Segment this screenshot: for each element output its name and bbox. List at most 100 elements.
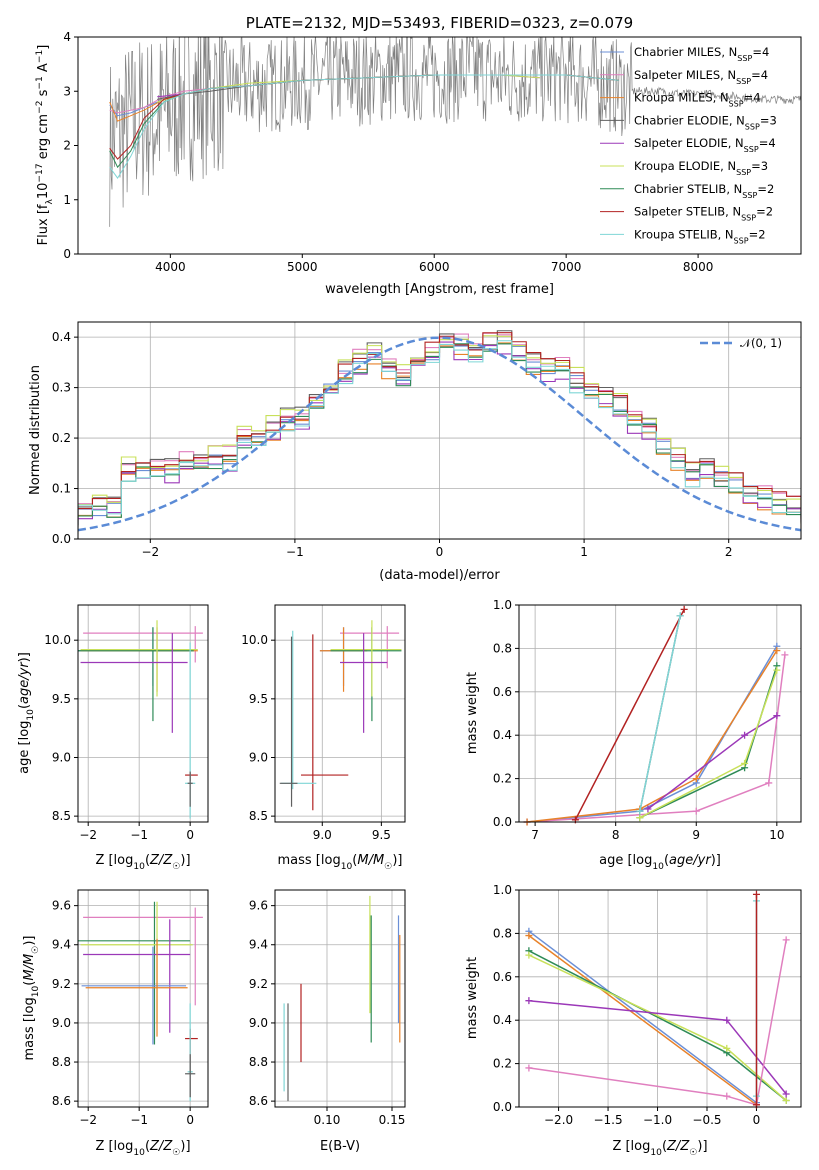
mass-weight-age-point [644,805,652,813]
y-tick-label: 0.8 [493,926,512,940]
mass-weight-vs-Z-x-axis-label: Z [log10(Z/Z☉)] [612,1139,707,1158]
x-tick-label: 7 [531,828,539,842]
mass-weight-vs-age-frame [518,604,802,823]
y-tick-label: 8.5 [52,809,71,823]
y-tick-label: 0 [63,247,71,261]
observed-spectrum-line [109,37,801,227]
mass-vs-Z-y-axis-label: mass [log10(M/M☉)] [22,936,41,1061]
mass-vs-Z-x-axis-label: Z [log10(Z/Z☉)] [95,1139,190,1158]
mass-weight-age-point [741,731,749,739]
residual-histogram-step [78,330,801,528]
mass-weight-Z-point [525,951,533,959]
residual-histogram-step [78,341,801,526]
legend-label: Salpeter ELODIE, NSSP=4 [634,136,776,154]
x-tick-label: −1 [130,1113,148,1127]
x-tick-label: 9.5 [372,828,391,842]
legend-label: 𝒩(0, 1) [740,336,782,350]
y-tick-label: 0.6 [493,685,512,699]
x-tick-label: 5000 [287,260,318,274]
x-tick-label: −1.5 [593,1113,622,1127]
y-tick-label: 0.6 [493,970,512,984]
x-tick-label: 10 [769,828,784,842]
x-tick-label: 0.10 [314,1113,341,1127]
mass-weight-age-point [773,666,781,674]
y-tick-label: 9.2 [249,977,268,991]
y-tick-label: 0.4 [493,728,512,742]
y-tick-label: 10.0 [241,633,268,647]
x-tick-label: 0.15 [379,1113,406,1127]
y-tick-label: 0.4 [52,330,71,344]
mass-weight-Z-point [782,1090,790,1098]
mass-weight-vs-Z-frame [518,889,802,1108]
y-tick-label: 9.0 [52,750,71,764]
mass-weight-age-point [765,779,773,787]
mass-weight-Z-point [723,1044,731,1052]
mass-weight-age-line [639,665,778,819]
mass-weight-age-line [639,669,778,819]
y-tick-label: 0.2 [52,431,71,445]
mass-weight-age-point [773,712,781,720]
x-tick-label: −2 [79,828,97,842]
residual-histogram-step [78,340,801,533]
mass-weight-vs-age-axes: 7 8 9 10 0.0 0.2 0.4 0.6 0.8 1.0 [493,598,801,842]
legend-label: Kroupa STELIB, NSSP=2 [634,227,766,245]
mass-vs-Z-frame [77,889,209,1108]
x-tick-label: 0 [753,1113,761,1127]
x-tick-label: 9.0 [313,828,332,842]
y-tick-label: 0.2 [493,1057,512,1071]
y-tick-label: 8.6 [249,1094,268,1108]
spectrum-legend: Chabrier MILES, NSSP=4 Salpeter MILES, NS… [600,45,777,245]
mass-weight-age-line [574,608,685,821]
spectrum-title: PLATE=2132, MJD=53493, FIBERID=0323, z=0… [246,14,633,32]
mass-weight-age-point [773,647,781,655]
mass-weight-age-point [680,605,688,613]
legend-label: Chabrier STELIB, NSSP=2 [634,182,774,200]
legend-label: Chabrier MILES, NSSP=4 [634,45,769,63]
y-tick-label: 1.0 [493,598,512,612]
y-tick-label: 0.8 [493,641,512,655]
mass-weight-age-point [692,807,700,815]
mass-weight-Z-point [525,1064,533,1072]
y-tick-label: 9.4 [52,938,71,952]
y-tick-label: 9.5 [52,692,71,706]
mass-weight-age-point [692,775,700,783]
mass-weight-age-line [639,615,681,812]
age-vs-Z-frame [77,604,209,823]
mass-weight-Z-line [528,930,757,1104]
residual-histogram-step [78,335,801,513]
y-tick-label: 0.4 [493,1013,512,1027]
x-tick-label: 8000 [683,260,714,274]
y-tick-label: 0.0 [493,815,512,829]
y-tick-label: 2 [63,139,71,153]
legend-label: Kroupa MILES, NSSP=4 [634,91,761,109]
x-tick-label: −1 [130,828,148,842]
residual-plot-frame [77,321,802,540]
x-tick-label: −2.0 [544,1113,573,1127]
mass-weight-Z-point [525,932,533,940]
mass-weight-Z-point [723,1092,731,1100]
x-tick-label: 0 [186,1113,194,1127]
mass-weight-vs-age-x-axis-label: age [log10(age/yr)] [599,853,721,872]
age-vs-Z-y-axis-label: age [log10(age/yr)] [17,652,36,774]
y-tick-label: 0.0 [493,1100,512,1114]
residual-y-axis-label: Normed distribution [28,365,43,495]
age-vs-mass-axes: 9.0 9.5 8.5 9.0 9.5 10.0 [241,605,405,842]
residual-x-axis-label: (data-model)/error [379,568,500,583]
mass-weight-age-point [636,814,644,822]
x-tick-label: −1 [286,545,304,559]
x-tick-label: −1.0 [643,1113,672,1127]
mass-weight-age-point [636,807,644,815]
y-tick-label: 4 [63,30,71,44]
x-tick-label: −2 [141,545,159,559]
age-vs-Z-axes: −2 −1 0 8.5 9.0 9.5 10.0 [44,605,208,842]
mass-weight-age-line [527,654,786,822]
y-tick-label: 9.2 [52,977,71,991]
mass-weight-age-line [647,715,778,810]
y-tick-label: 3 [63,84,71,98]
x-tick-label: 8 [612,828,620,842]
y-tick-label: 0.3 [52,381,71,395]
mass-weight-Z-point [752,890,760,898]
x-tick-label: 0 [186,828,194,842]
y-tick-label: 8.8 [249,1055,268,1069]
